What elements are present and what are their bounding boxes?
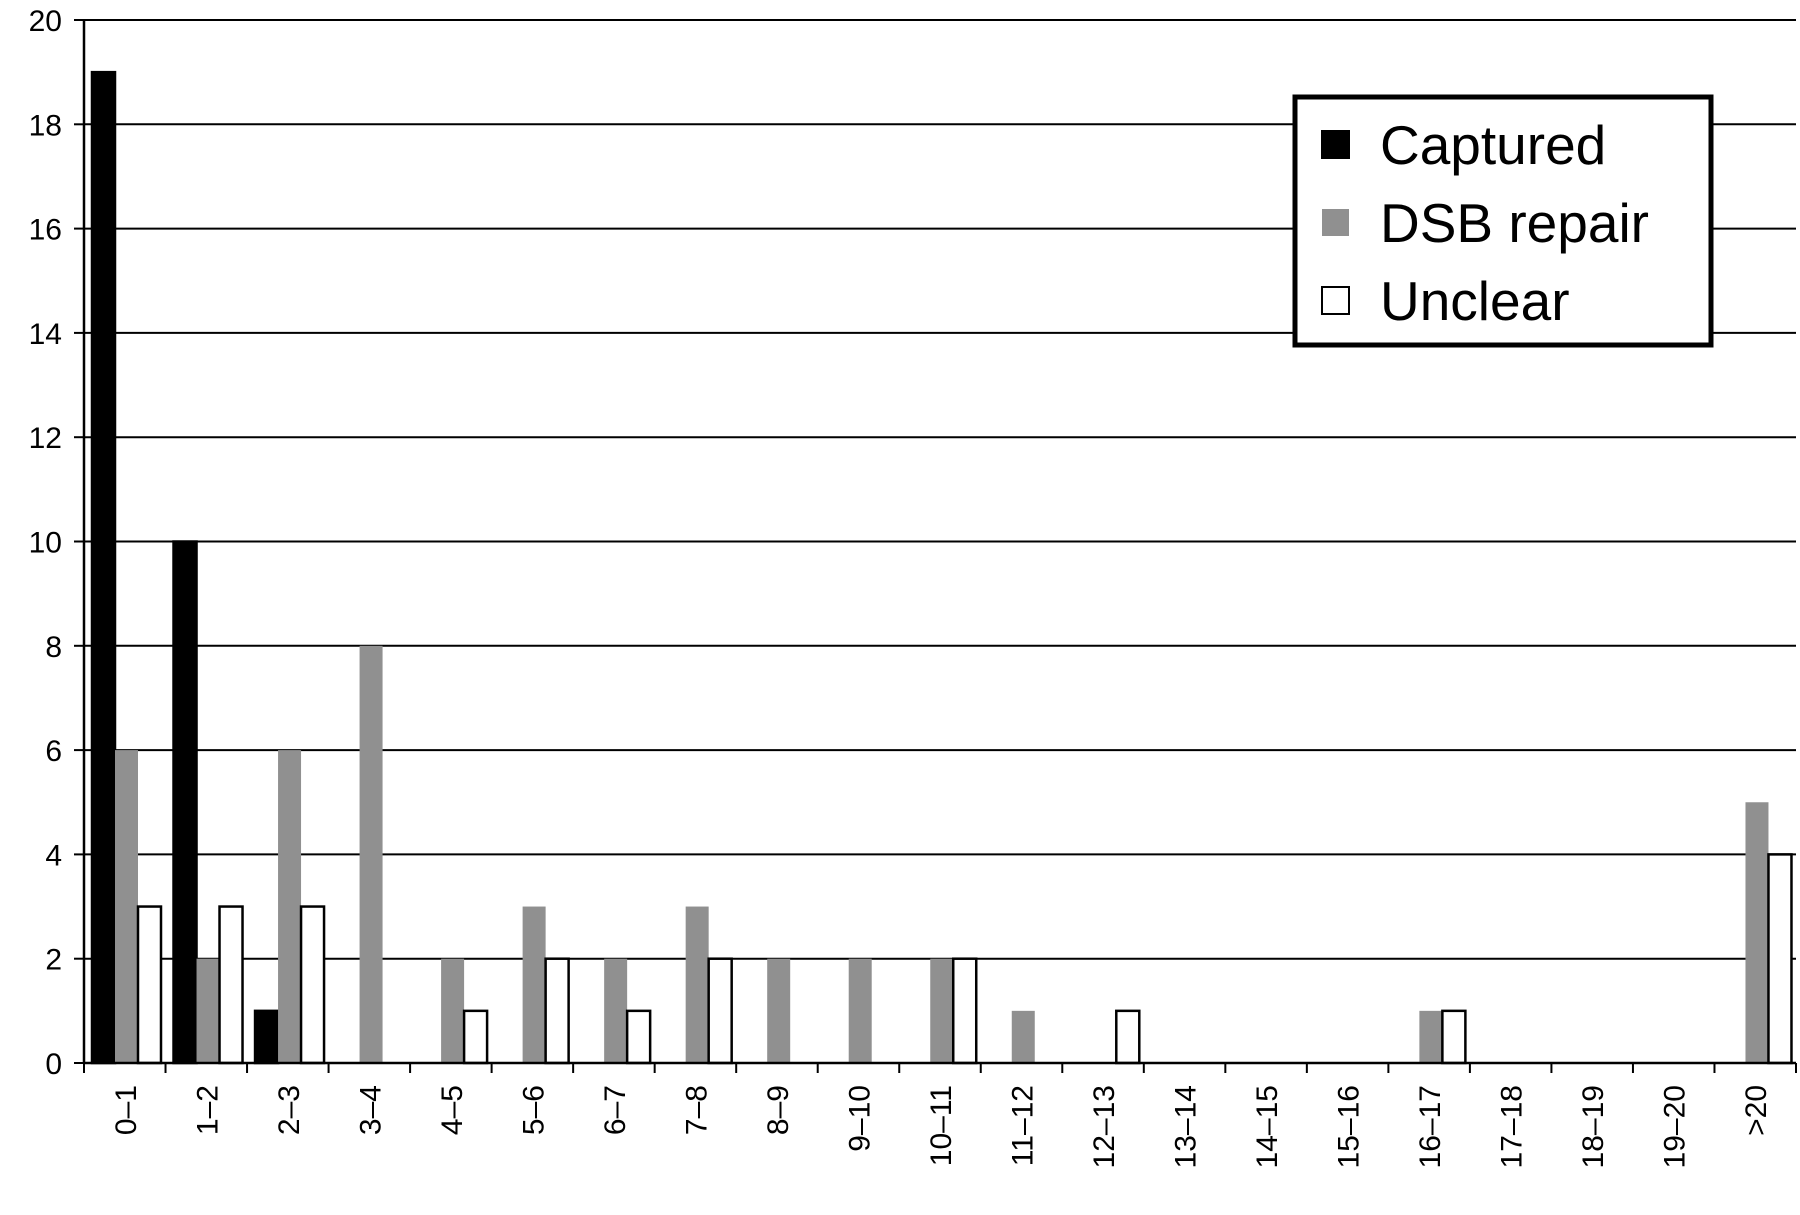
bar-dsb-repair bbox=[1745, 802, 1769, 1063]
bar-unclear bbox=[625, 1009, 652, 1065]
x-tick-label: 5–6 bbox=[517, 1085, 550, 1135]
bar-dsb-repair bbox=[767, 958, 791, 1063]
y-tick-label: 6 bbox=[45, 735, 62, 768]
x-tick-label: 8–9 bbox=[762, 1085, 795, 1135]
legend: Captured DSB repair Unclear bbox=[1292, 94, 1714, 348]
x-tick-label: 15–16 bbox=[1333, 1085, 1366, 1168]
bar-unclear bbox=[136, 905, 163, 1065]
y-tick-label: 18 bbox=[29, 109, 62, 142]
bar-dsb-repair bbox=[278, 750, 302, 1063]
x-tick-label: 12–13 bbox=[1088, 1085, 1121, 1168]
legend-label-dsb-repair: DSB repair bbox=[1380, 192, 1649, 254]
bar-unclear bbox=[218, 905, 244, 1065]
x-tick-label: 7–8 bbox=[680, 1085, 713, 1135]
x-tick-label: 11–12 bbox=[1007, 1085, 1040, 1166]
bar-dsb-repair bbox=[1419, 1010, 1443, 1063]
bar-dsb-repair bbox=[196, 958, 220, 1063]
bar-unclear bbox=[1767, 853, 1793, 1065]
bar-captured bbox=[90, 70, 117, 1065]
bar-dsb-repair bbox=[1011, 1010, 1035, 1063]
bar-unclear bbox=[544, 957, 570, 1065]
bar-dsb-repair bbox=[604, 958, 628, 1063]
y-tick-label: 14 bbox=[29, 318, 62, 351]
bar-unclear bbox=[707, 957, 733, 1065]
y-axis-ticks: 0 2 4 6 8 10 12 14 16 18 20 bbox=[29, 5, 84, 1081]
bars bbox=[90, 70, 1793, 1065]
x-tick-label: 17–18 bbox=[1496, 1085, 1529, 1168]
y-tick-label: 0 bbox=[45, 1048, 62, 1081]
legend-box bbox=[1292, 94, 1714, 348]
x-tick-label: 0–1 bbox=[110, 1085, 143, 1135]
bar-unclear bbox=[1115, 1009, 1141, 1065]
bar-dsb-repair bbox=[685, 906, 709, 1063]
legend-swatch-captured bbox=[1321, 130, 1350, 159]
x-tick-label: 14–15 bbox=[1251, 1085, 1284, 1168]
bar-dsb-repair bbox=[441, 958, 465, 1063]
x-tick-label: 6–7 bbox=[599, 1085, 632, 1135]
bar-unclear bbox=[299, 905, 326, 1065]
legend-swatch-unclear bbox=[1321, 286, 1350, 315]
y-tick-label: 2 bbox=[45, 944, 62, 977]
bar-dsb-repair bbox=[522, 906, 546, 1063]
bar-dsb-repair bbox=[848, 958, 872, 1063]
x-tick-label: 2–3 bbox=[273, 1085, 306, 1135]
bar-captured bbox=[172, 540, 198, 1065]
legend-label-captured: Captured bbox=[1380, 114, 1606, 176]
x-axis-ticks: 0–1 1–2 2–3 3–4 4–5 5–6 6–7 7–8 8–9 9–10 10–11 11–1… bbox=[83, 1063, 1797, 1168]
x-tick-label: 9–10 bbox=[843, 1085, 876, 1152]
x-tick-label: >20 bbox=[1740, 1085, 1773, 1136]
x-tick-label: 19–20 bbox=[1659, 1085, 1692, 1168]
y-tick-label: 16 bbox=[29, 214, 62, 247]
y-tick-label: 8 bbox=[45, 631, 62, 664]
y-tick-label: 10 bbox=[29, 527, 62, 560]
bar-dsb-repair bbox=[359, 645, 383, 1063]
x-tick-label: 10–11 bbox=[925, 1085, 958, 1166]
bar-unclear bbox=[1441, 1009, 1467, 1065]
bar-unclear bbox=[951, 957, 978, 1065]
bar-dsb-repair bbox=[115, 750, 138, 1063]
x-tick-label: 3–4 bbox=[354, 1085, 387, 1135]
legend-swatch-dsb-repair bbox=[1322, 209, 1349, 236]
x-tick-label: 1–2 bbox=[191, 1085, 224, 1135]
x-tick-label: 18–19 bbox=[1577, 1085, 1610, 1168]
bar-unclear bbox=[462, 1009, 489, 1065]
bar-captured bbox=[253, 1009, 280, 1065]
x-tick-label: 16–17 bbox=[1414, 1085, 1447, 1168]
legend-label-unclear: Unclear bbox=[1380, 270, 1570, 332]
bar-dsb-repair bbox=[930, 958, 954, 1063]
x-tick-label: 13–14 bbox=[1170, 1085, 1203, 1168]
y-tick-label: 12 bbox=[29, 422, 62, 455]
y-tick-label: 4 bbox=[45, 839, 62, 872]
y-tick-label: 20 bbox=[29, 5, 62, 38]
x-tick-label: 4–5 bbox=[436, 1085, 469, 1135]
